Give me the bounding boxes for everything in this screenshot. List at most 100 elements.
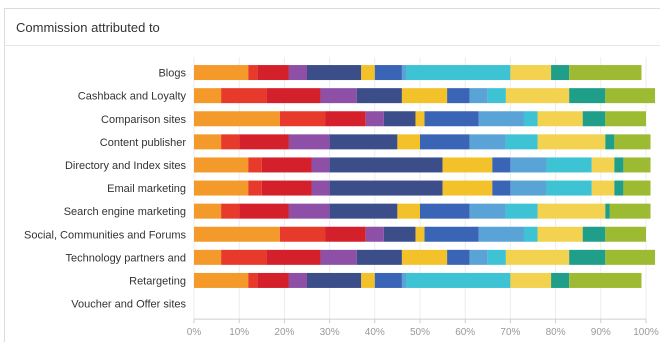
- bar-segment: [320, 88, 357, 104]
- bar-segment: [261, 157, 312, 173]
- bar-segment: [374, 272, 402, 288]
- bar-segment: [447, 88, 470, 104]
- bar-segment: [505, 249, 570, 265]
- bar-segment: [569, 65, 642, 81]
- bar-segment: [320, 249, 357, 265]
- bar-segment: [415, 111, 425, 127]
- x-tick-label: 100%: [633, 327, 659, 338]
- bar-segment: [510, 180, 547, 196]
- bar-segment: [442, 157, 493, 173]
- bar-segment: [492, 157, 511, 173]
- bar-segment: [397, 203, 420, 219]
- bar-segment: [194, 226, 280, 242]
- bar-segment: [420, 134, 470, 150]
- bar-segment: [361, 272, 375, 288]
- bar-segment: [505, 88, 570, 104]
- bar-segment: [257, 272, 289, 288]
- bar-segment: [248, 272, 258, 288]
- bar-segment: [288, 65, 307, 81]
- bar-segment: [537, 134, 606, 150]
- bar-segment: [329, 203, 398, 219]
- bar-segment: [261, 180, 312, 196]
- x-tick-label: 10%: [229, 327, 249, 338]
- bar-segment: [505, 203, 538, 219]
- bar-segment: [194, 88, 222, 104]
- panel-title: Commission attributed to: [5, 9, 660, 46]
- x-tick-label: 80%: [546, 327, 566, 338]
- x-tick-label: 60%: [455, 327, 475, 338]
- bar-segment: [569, 272, 642, 288]
- bar-segment: [623, 180, 651, 196]
- bar-segment: [307, 272, 362, 288]
- bar-segment: [605, 88, 656, 104]
- bar-segment: [505, 134, 538, 150]
- bar-segment: [478, 226, 524, 242]
- bar-segment: [591, 180, 615, 196]
- bar-segment: [492, 180, 511, 196]
- bar-segment: [523, 111, 538, 127]
- bar-segment: [194, 134, 222, 150]
- bar-segment: [194, 157, 249, 173]
- bar-segment: [469, 203, 506, 219]
- bar-segment: [329, 134, 398, 150]
- bar-segment: [365, 111, 384, 127]
- bar-segment: [194, 203, 222, 219]
- bar-segment: [311, 180, 330, 196]
- bar-segment: [221, 203, 240, 219]
- category-label: Directory and Index sites: [65, 160, 187, 172]
- bar-segment: [221, 249, 267, 265]
- bar-segment: [537, 203, 606, 219]
- bar-segment: [469, 88, 488, 104]
- bar-segment: [307, 65, 362, 81]
- bar-segment: [591, 157, 615, 173]
- bar-segment: [605, 249, 656, 265]
- category-label: Cashback and Loyalty: [78, 91, 187, 103]
- bar-segment: [383, 111, 416, 127]
- bar-segment: [537, 226, 583, 242]
- bar-segment: [424, 226, 479, 242]
- bar-segment: [383, 226, 416, 242]
- bar-segment: [609, 203, 651, 219]
- bar-segment: [546, 157, 592, 173]
- x-tick-label: 40%: [365, 327, 385, 338]
- bar-segment: [329, 157, 443, 173]
- bar-segment: [194, 272, 249, 288]
- category-label: Technology partners and: [66, 252, 186, 264]
- bar-segment: [279, 111, 326, 127]
- bar-segment: [397, 134, 420, 150]
- bar-segment: [401, 272, 407, 288]
- bar-segment: [266, 249, 321, 265]
- bar-segment: [239, 203, 289, 219]
- bar-segment: [415, 226, 425, 242]
- bar-segment: [469, 134, 506, 150]
- bar-segment: [248, 157, 262, 173]
- bar-segment: [510, 157, 547, 173]
- bar-segment: [194, 249, 222, 265]
- category-label: Blogs: [158, 68, 186, 80]
- bar-segment: [325, 226, 366, 242]
- category-label: Voucher and Offer sites: [71, 299, 186, 311]
- bar-segment: [221, 134, 240, 150]
- bar-segment: [605, 226, 646, 242]
- x-tick-label: 70%: [500, 327, 520, 338]
- bar-segment: [510, 65, 552, 81]
- bar-segment: [569, 88, 606, 104]
- x-tick-label: 0%: [187, 327, 202, 338]
- bar-segment: [551, 272, 570, 288]
- bar-segment: [279, 226, 326, 242]
- bar-segment: [221, 88, 267, 104]
- bar-segment: [288, 272, 307, 288]
- x-tick-label: 20%: [274, 327, 294, 338]
- bar-segment: [401, 65, 407, 81]
- bar-segment: [623, 157, 651, 173]
- bar-segment: [478, 111, 524, 127]
- category-label: Email marketing: [107, 183, 186, 195]
- bar-segment: [582, 111, 606, 127]
- bar-segment: [523, 226, 538, 242]
- bar-segment: [406, 65, 511, 81]
- x-tick-label: 30%: [320, 327, 340, 338]
- bar-segment: [329, 180, 443, 196]
- bar-segment: [614, 157, 624, 173]
- bar-segment: [614, 134, 651, 150]
